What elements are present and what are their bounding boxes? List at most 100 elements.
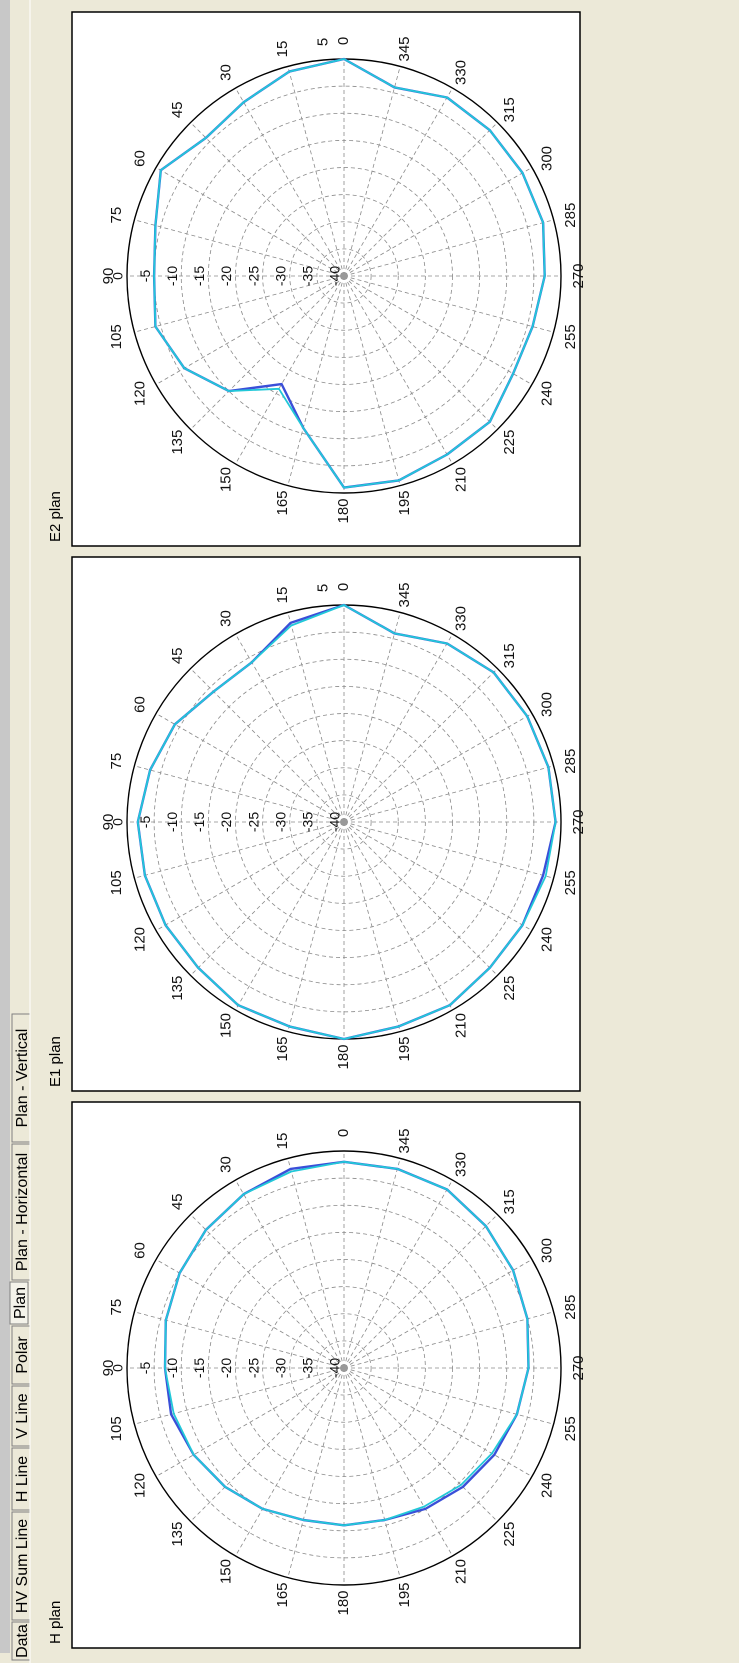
tab-hv-sum-line[interactable]: HV Sum Line [11, 1511, 31, 1621]
angle-tick-label: 270 [570, 1355, 587, 1380]
grid-spoke [343, 66, 401, 277]
radial-tick-label: -25 [245, 266, 261, 286]
angle-tick-label: 5 [314, 584, 331, 592]
grid-spoke [235, 275, 345, 465]
angle-tick-label: 180 [335, 498, 352, 523]
radial-tick-label: -15 [191, 1358, 207, 1378]
radial-tick-label: -5 [137, 1362, 153, 1375]
radial-tick-label: -15 [191, 266, 207, 286]
grid-spoke [343, 821, 554, 879]
angle-tick-label: 225 [501, 976, 518, 1001]
series-line-2 [136, 604, 557, 1040]
angle-tick-label: 345 [396, 582, 413, 607]
grid-spoke [155, 167, 345, 277]
radial-tick-label: -20 [218, 1358, 234, 1378]
radial-tick-label: -15 [191, 812, 207, 832]
angle-tick-label: 240 [538, 1473, 555, 1498]
grid-ring [262, 194, 426, 358]
radial-tick-label: -5 [137, 270, 153, 283]
angle-tick-label: 255 [562, 870, 579, 895]
grid-spoke [190, 668, 345, 823]
angle-tick-label: 285 [562, 1295, 579, 1320]
radial-tick-label: -40 [327, 1358, 343, 1378]
tab-v-line[interactable]: V Line [11, 1385, 31, 1447]
radial-tick-label: -10 [164, 266, 180, 286]
angle-tick-label: 90 [100, 1360, 117, 1377]
grid-spoke [134, 219, 345, 277]
grid-spoke [343, 219, 554, 277]
tab-label: V Line [14, 1393, 31, 1438]
angle-tick-label: 165 [274, 490, 291, 515]
angle-tick-label: 300 [538, 146, 555, 171]
angle-tick-label: 0 [335, 1129, 352, 1137]
polar-chart-1: H plan 0 15 30 45 60 75 90 105 120 135 150 165 180 195… [47, 1101, 587, 1649]
angle-tick-label: 255 [562, 324, 579, 349]
angle-tick-label: 345 [396, 1128, 413, 1153]
grid-spoke [235, 1179, 345, 1369]
radial-tick-label: -35 [300, 1358, 316, 1378]
grid-spoke [235, 821, 345, 1011]
tab-plan-horizontal[interactable]: Plan - Horizontal [11, 1143, 31, 1281]
grid-spoke [343, 275, 533, 385]
chart-title: H plan [47, 1601, 64, 1644]
grid-spoke [343, 1367, 533, 1477]
radial-tick-label: -25 [245, 1358, 261, 1378]
radial-tick-label: -10 [164, 812, 180, 832]
tab-data[interactable]: Data [11, 1621, 31, 1661]
grid-spoke [190, 122, 345, 277]
grid-spoke [343, 1214, 498, 1369]
angle-tick-label: 180 [335, 1044, 352, 1069]
grid-spoke [235, 1367, 345, 1557]
radial-tick-label: -40 [327, 812, 343, 832]
angle-tick-label: 225 [501, 430, 518, 455]
tab-plan-vertical[interactable]: Plan - Vertical [11, 1013, 31, 1143]
tab-label: H Line [14, 1456, 31, 1502]
grid-spoke [343, 1179, 453, 1369]
grid-spoke [343, 1367, 401, 1578]
grid-spoke [287, 1367, 345, 1578]
radial-tick-label: -35 [300, 266, 316, 286]
grid-spoke [343, 275, 498, 430]
tab-h-line[interactable]: H Line [11, 1447, 31, 1511]
grid-ring [316, 794, 372, 850]
radial-tick-label: -20 [218, 812, 234, 832]
chart-frame [71, 556, 581, 1092]
angle-tick-label: 210 [452, 467, 469, 492]
tab-plan[interactable]: Plan [9, 1281, 29, 1325]
radial-tick-label: -5 [137, 816, 153, 829]
grid-spoke [235, 633, 345, 823]
grid-spoke [190, 1367, 345, 1522]
grid-ring [289, 767, 399, 877]
grid-spoke [155, 1367, 345, 1477]
tab-label: Data [14, 1624, 31, 1658]
grid-spoke [343, 821, 401, 1032]
angle-tick-label: 90 [100, 268, 117, 285]
grid-spoke [343, 821, 453, 1011]
grid-spoke [343, 1259, 533, 1369]
chart-title: E1 plan [47, 1036, 64, 1087]
grid-spoke [287, 1158, 345, 1369]
scrollbar-strip[interactable] [0, 0, 10, 1663]
angle-tick-label: 195 [396, 1036, 413, 1061]
grid-spoke [343, 633, 453, 823]
angle-tick-label: 330 [452, 60, 469, 85]
angle-tick-label: 15 [274, 1133, 291, 1150]
tab-polar[interactable]: Polar [11, 1325, 31, 1385]
outer-ring [126, 1150, 562, 1586]
grid-spoke [287, 821, 345, 1032]
grid-spoke [190, 1214, 345, 1369]
radial-tick-label: 0 [110, 272, 126, 280]
angle-tick-label: 105 [108, 870, 125, 895]
angle-tick-label: 315 [501, 97, 518, 122]
angle-tick-label: 240 [538, 381, 555, 406]
grid-spoke [155, 1259, 345, 1369]
grid-spoke [343, 668, 498, 823]
tab-label: Plan [12, 1287, 29, 1319]
grid-spoke [343, 1367, 554, 1425]
tab-background [9, 1281, 29, 1325]
radial-tick-label: -40 [327, 266, 343, 286]
tab-label: Plan - Vertical [14, 1029, 31, 1128]
grid-spoke [343, 122, 498, 277]
